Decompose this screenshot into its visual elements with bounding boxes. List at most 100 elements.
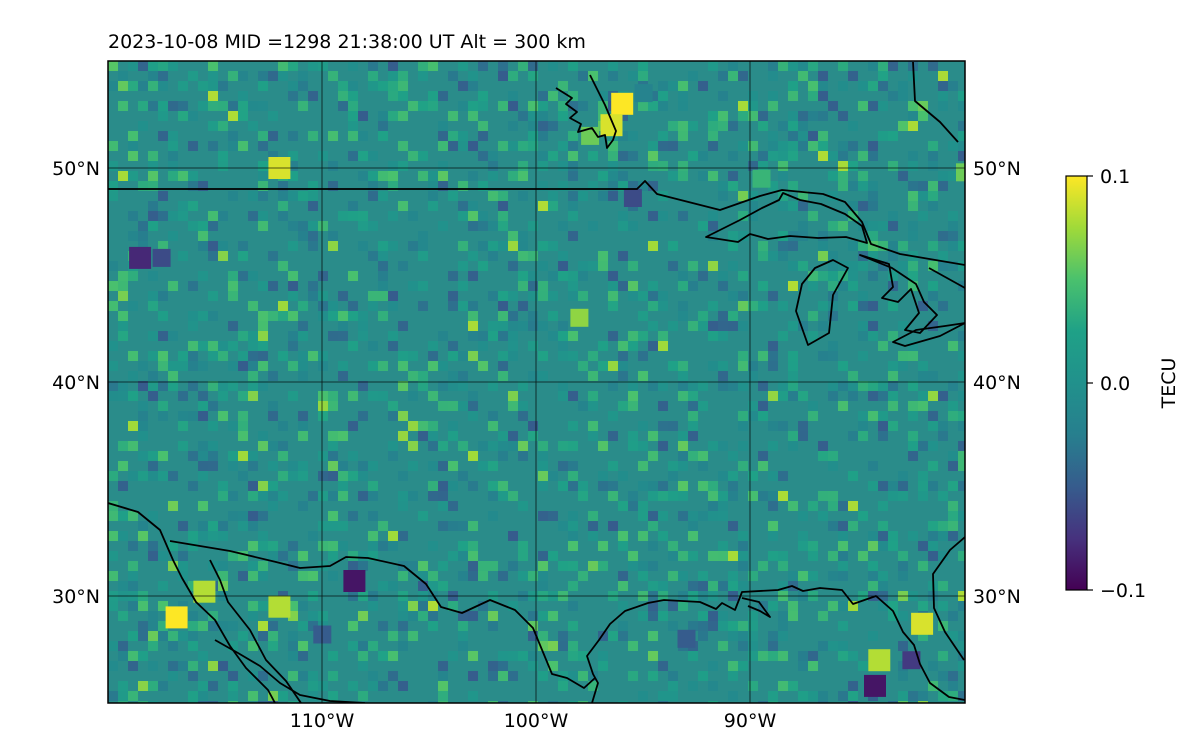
tec-pixel: [138, 431, 148, 441]
tec-pixel: [318, 221, 328, 231]
tec-pixel: [948, 341, 958, 351]
tec-pixel: [628, 501, 638, 511]
tec-pixel: [428, 621, 438, 631]
tec-pixel: [928, 531, 938, 541]
tec-pixel: [788, 181, 798, 191]
tec-pixel: [388, 301, 398, 311]
tec-pixel: [338, 211, 348, 221]
tec-pixel: [408, 611, 418, 621]
tec-pixel: [878, 81, 888, 91]
tec-pixel: [778, 391, 788, 401]
tec-pixel: [588, 561, 598, 571]
tec-pixel: [128, 171, 138, 181]
tec-pixel: [558, 271, 568, 281]
tec-pixel: [568, 231, 578, 241]
tec-pixel: [548, 241, 558, 251]
tec-pixel: [768, 251, 778, 261]
tec-pixel: [488, 251, 498, 261]
tec-pixel: [958, 551, 968, 561]
tec-pixel: [308, 531, 318, 541]
tec-pixel: [568, 481, 578, 491]
tec-pixel: [238, 571, 248, 581]
tec-pixel: [788, 361, 798, 371]
tec-pixel: [858, 321, 868, 331]
tec-pixel: [618, 151, 628, 161]
tec-pixel: [678, 271, 688, 281]
tec-pixel: [928, 371, 938, 381]
tec-pixel: [698, 671, 708, 681]
tec-pixel: [688, 381, 698, 391]
tec-pixel: [148, 391, 158, 401]
tec-pixel: [488, 291, 498, 301]
tec-pixel: [318, 471, 328, 481]
tec-pixel: [388, 91, 398, 101]
tec-pixel: [268, 541, 278, 551]
tec-pixel: [378, 391, 388, 401]
tec-pixel: [698, 321, 708, 331]
tec-pixel: [798, 651, 808, 661]
tec-pixel: [198, 361, 208, 371]
tec-pixel: [358, 611, 368, 621]
tec-pixel: [638, 511, 648, 521]
tec-pixel: [888, 371, 898, 381]
tec-pixel: [468, 571, 478, 581]
tec-pixel: [928, 521, 938, 531]
tec-pixel: [288, 461, 298, 471]
tec-pixel: [398, 71, 408, 81]
tec-pixel: [878, 481, 888, 491]
tec-pixel: [698, 621, 708, 631]
tec-pixel: [908, 411, 918, 421]
tec-pixel: [928, 181, 938, 191]
tec-pixel: [718, 621, 728, 631]
tec-pixel: [598, 541, 608, 551]
tec-pixel: [578, 401, 588, 411]
tec-pixel: [138, 521, 148, 531]
tec-pixel: [788, 321, 798, 331]
tec-pixel: [708, 301, 718, 311]
tec-pixel: [188, 451, 198, 461]
tec-pixel: [178, 551, 188, 561]
tec-pixel: [458, 471, 468, 481]
tec-pixel: [958, 661, 968, 671]
tec-pixel: [708, 661, 718, 671]
tec-pixel: [578, 261, 588, 271]
tec-pixel: [288, 131, 298, 141]
tec-pixel: [358, 491, 368, 501]
tec-pixel: [788, 241, 798, 251]
tec-pixel: [608, 71, 618, 81]
tec-pixel: [528, 281, 538, 291]
tec-pixel: [518, 451, 528, 461]
tec-pixel: [838, 61, 848, 71]
tec-pixel: [668, 551, 678, 561]
tec-pixel: [328, 451, 338, 461]
tec-pixel: [438, 131, 448, 141]
tec-pixel: [858, 101, 868, 111]
tec-pixel: [608, 461, 618, 471]
tec-pixel: [198, 441, 208, 451]
tec-pixel: [738, 111, 748, 121]
tec-pixel: [418, 171, 428, 181]
tec-pixel: [348, 551, 358, 561]
tec-pixel: [258, 541, 268, 551]
tec-pixel: [208, 531, 218, 541]
tec-pixel: [228, 101, 238, 111]
tec-pixel: [128, 61, 138, 71]
tec-pixel: [198, 401, 208, 411]
tec-pixel: [828, 391, 838, 401]
tec-pixel: [268, 461, 278, 471]
tec-pixel: [508, 561, 518, 571]
tec-pixel: [298, 461, 308, 471]
tec-pixel: [208, 441, 218, 451]
tec-pixel: [538, 671, 548, 681]
tec-pixel: [798, 511, 808, 521]
tec-pixel: [678, 81, 688, 91]
tec-pixel: [628, 151, 638, 161]
tec-pixel: [308, 61, 318, 71]
tec-pixel: [758, 251, 768, 261]
tec-pixel: [848, 651, 858, 661]
tec-pixel: [838, 171, 848, 181]
tec-pixel: [208, 221, 218, 231]
tec-pixel: [138, 231, 148, 241]
tec-pixel: [268, 131, 278, 141]
tec-pixel: [538, 581, 548, 591]
